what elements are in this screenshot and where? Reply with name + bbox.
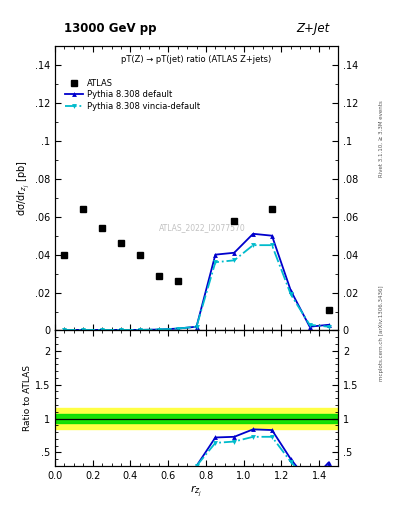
Pythia 8.308 vincia-default (213, 259, 218, 265)
ATLAS (62, 251, 67, 258)
Bar (55, 409, 338, 429)
Pythia 8.308 vincia-default (175, 326, 180, 332)
ATLAS (138, 251, 142, 258)
ATLAS (175, 278, 180, 284)
Pythia 8.308 vincia-default (138, 327, 142, 333)
ATLAS (119, 240, 123, 246)
Y-axis label: Ratio to ATLAS: Ratio to ATLAS (23, 365, 32, 431)
Pythia 8.308 default (251, 231, 255, 237)
Pythia 8.308 default (270, 232, 274, 239)
Pythia 8.308 default (326, 322, 331, 328)
Text: Rivet 3.1.10, ≥ 3.3M events: Rivet 3.1.10, ≥ 3.3M events (379, 100, 384, 177)
Pythia 8.308 vincia-default (194, 324, 199, 330)
Pythia 8.308 default (213, 251, 218, 258)
Pythia 8.308 vincia-default (307, 322, 312, 328)
Pythia 8.308 default (62, 327, 67, 333)
Text: pT(Z) → pT(jet) ratio (ATLAS Z+jets): pT(Z) → pT(jet) ratio (ATLAS Z+jets) (121, 55, 272, 63)
Pythia 8.308 vincia-default (100, 327, 105, 333)
Pythia 8.308 default (156, 327, 161, 333)
ATLAS (326, 307, 331, 313)
Y-axis label: dσ/dr$_{z_j}$ [pb]: dσ/dr$_{z_j}$ [pb] (16, 160, 32, 216)
Pythia 8.308 default (288, 288, 293, 294)
Pythia 8.308 vincia-default (62, 327, 67, 333)
ATLAS (100, 225, 105, 231)
Text: ATLAS_2022_I2077570: ATLAS_2022_I2077570 (159, 224, 246, 232)
Text: mcplots.cern.ch [arXiv:1306.3436]: mcplots.cern.ch [arXiv:1306.3436] (379, 285, 384, 380)
Text: Z+Jet: Z+Jet (296, 22, 329, 35)
ATLAS (232, 218, 237, 224)
Pythia 8.308 vincia-default (288, 291, 293, 297)
Pythia 8.308 vincia-default (119, 327, 123, 333)
ATLAS (156, 272, 161, 279)
Line: Pythia 8.308 vincia-default: Pythia 8.308 vincia-default (62, 243, 331, 332)
Pythia 8.308 default (100, 327, 105, 333)
Pythia 8.308 default (81, 327, 86, 333)
Bar (55, 414, 338, 423)
Pythia 8.308 vincia-default (270, 242, 274, 248)
ATLAS (81, 206, 86, 212)
Pythia 8.308 default (194, 324, 199, 330)
Pythia 8.308 vincia-default (156, 327, 161, 333)
Pythia 8.308 default (138, 327, 142, 333)
Pythia 8.308 default (232, 250, 237, 256)
Line: ATLAS: ATLAS (61, 206, 332, 313)
Pythia 8.308 vincia-default (232, 257, 237, 263)
ATLAS (270, 206, 274, 212)
Pythia 8.308 vincia-default (81, 327, 86, 333)
Pythia 8.308 default (119, 327, 123, 333)
Pythia 8.308 default (307, 324, 312, 330)
Pythia 8.308 vincia-default (326, 324, 331, 330)
Pythia 8.308 default (175, 326, 180, 332)
X-axis label: $r_{z_j}$: $r_{z_j}$ (191, 483, 202, 499)
Legend: ATLAS, Pythia 8.308 default, Pythia 8.308 vincia-default: ATLAS, Pythia 8.308 default, Pythia 8.30… (65, 79, 200, 111)
Pythia 8.308 vincia-default (251, 242, 255, 248)
Text: 13000 GeV pp: 13000 GeV pp (64, 22, 156, 35)
Line: Pythia 8.308 default: Pythia 8.308 default (62, 231, 331, 332)
